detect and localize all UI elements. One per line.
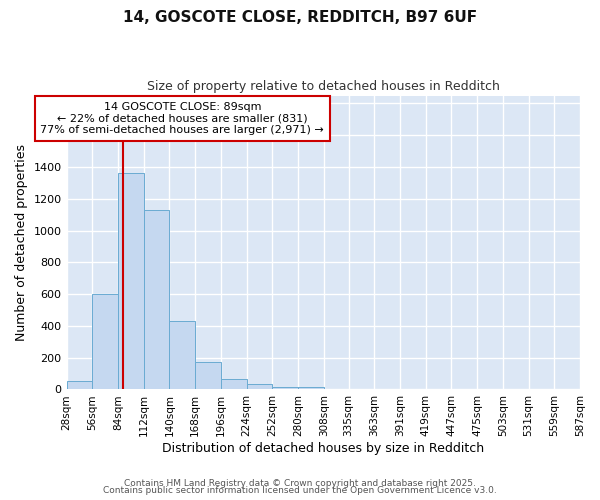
Text: Contains HM Land Registry data © Crown copyright and database right 2025.: Contains HM Land Registry data © Crown c…: [124, 478, 476, 488]
X-axis label: Distribution of detached houses by size in Redditch: Distribution of detached houses by size …: [162, 442, 484, 455]
Title: Size of property relative to detached houses in Redditch: Size of property relative to detached ho…: [147, 80, 500, 93]
Bar: [169, 321, 195, 390]
Text: 14, GOSCOTE CLOSE, REDDITCH, B97 6UF: 14, GOSCOTE CLOSE, REDDITCH, B97 6UF: [123, 10, 477, 25]
Y-axis label: Number of detached properties: Number of detached properties: [15, 144, 28, 341]
Text: 14 GOSCOTE CLOSE: 89sqm
← 22% of detached houses are smaller (831)
77% of semi-d: 14 GOSCOTE CLOSE: 89sqm ← 22% of detache…: [40, 102, 324, 135]
Bar: [272, 387, 298, 390]
Bar: [221, 379, 247, 390]
Bar: [92, 294, 118, 390]
Bar: [143, 210, 169, 390]
Bar: [195, 362, 221, 390]
Bar: [118, 174, 143, 390]
Bar: [298, 387, 324, 390]
Bar: [324, 388, 349, 390]
Bar: [247, 384, 272, 390]
Text: Contains public sector information licensed under the Open Government Licence v3: Contains public sector information licen…: [103, 486, 497, 495]
Bar: [67, 380, 92, 390]
